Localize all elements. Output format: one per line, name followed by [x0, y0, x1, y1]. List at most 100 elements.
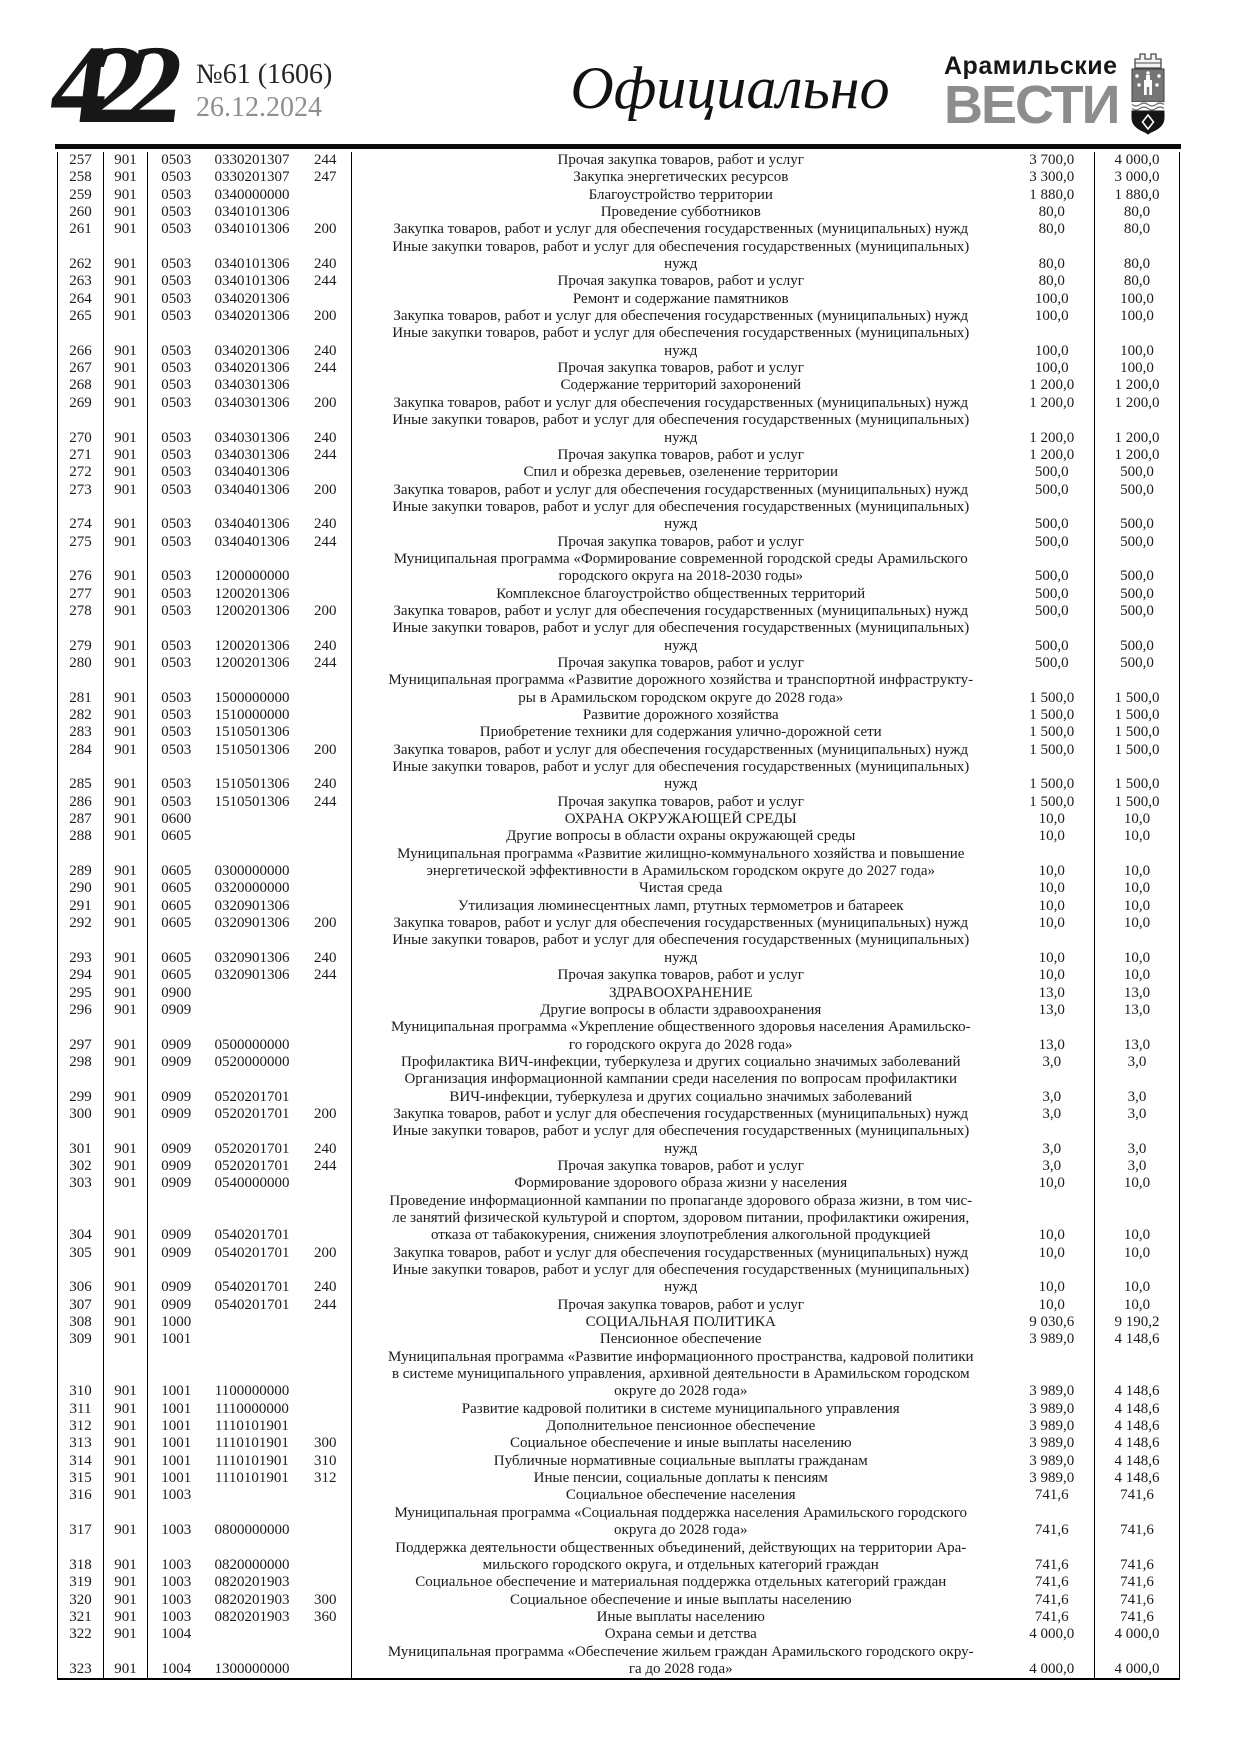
cell-expense-type: [299, 897, 352, 916]
cell-name: Пенсионное обеспечение: [599, 1331, 762, 1348]
cell-line-number: 299: [57, 1071, 104, 1106]
cell-expense-type: [299, 1400, 352, 1419]
table-row: 320 901 1003 0820201903 300 Социальное обеспе…: [57, 1591, 1180, 1609]
cell-target-article: 0540000000: [214, 1175, 290, 1192]
cell-amount-1: 1 880,0: [1009, 186, 1095, 205]
cell-name: Прочая закупка товаров, работ и услуг: [557, 152, 804, 168]
cell-grbs-code: 901: [103, 967, 148, 985]
cell-amount-1: 9 030,6: [1009, 1314, 1095, 1332]
cell-amount-2: 3,0: [1094, 1071, 1180, 1106]
cell-section-code: 1003: [161, 1574, 192, 1591]
cell-name: Муниципальная программа «Социальная подд…: [394, 1504, 968, 1539]
cell-amount-2: 10,0: [1094, 897, 1180, 916]
cell-expense-type: [299, 290, 352, 309]
cell-section-code: 1004: [161, 1660, 192, 1677]
cell-expense-type: [299, 377, 352, 395]
header-divider-rule: [55, 144, 1181, 149]
cell-amount-1: 1 200,0: [1009, 377, 1095, 395]
table-row: 315 901 1001 1110101901 312 Иные пенсии, соци…: [57, 1470, 1180, 1488]
cell-line-number: 259: [57, 186, 104, 205]
cell-expense-type: 200: [299, 481, 352, 499]
cell-amount-1: 500,0: [1009, 620, 1095, 655]
cell-expense-type: [299, 1071, 352, 1106]
cell-amount-1: 10,0: [1009, 1262, 1095, 1297]
cell-line-number: 291: [57, 897, 104, 916]
cell-name: Содержание территорий захоронений: [560, 377, 802, 394]
cell-expense-type: [299, 464, 352, 482]
cell-grbs-code: 901: [103, 1244, 148, 1262]
cell-amount-1: 1 500,0: [1009, 707, 1095, 725]
cell-line-number: 311: [57, 1400, 104, 1419]
cell-line-number: 271: [57, 446, 104, 465]
cell-expense-type: 240: [299, 759, 352, 794]
cell-amount-1: 100,0: [1009, 308, 1095, 326]
table-row: 267 901 0503 0340201306 244 Прочая закупка то…: [57, 360, 1180, 378]
cell-expense-type: [299, 1331, 352, 1349]
cell-amount-2: 500,0: [1094, 585, 1180, 603]
table-row: 268 901 0503 0340301306 Содержание территори…: [57, 377, 1180, 395]
cell-name: ЗДРАВООХРАНЕНИЕ: [609, 984, 753, 1001]
table-row: 271 901 0503 0340301306 244 Прочая закупка то…: [57, 446, 1180, 465]
cell-target-article: 0340401306: [214, 516, 290, 533]
cell-amount-1: 13,0: [1009, 1019, 1095, 1054]
cell-grbs-code: 901: [103, 984, 148, 1002]
cell-section-code: 0605: [161, 828, 192, 845]
cell-name: Прочая закупка товаров, работ и услуг: [557, 967, 804, 984]
cell-line-number: 294: [57, 967, 104, 985]
cell-line-number: 276: [57, 550, 104, 586]
cell-target-article: 0520201701: [214, 1157, 290, 1174]
cell-amount-2: 10,0: [1094, 1244, 1180, 1262]
cell-target-article: 0340301306: [214, 377, 290, 394]
cell-line-number: 296: [57, 1001, 104, 1020]
cell-grbs-code: 901: [103, 1539, 148, 1575]
cell-target-article: 1100000000: [214, 1383, 290, 1400]
cell-grbs-code: 901: [103, 620, 148, 655]
cell-line-number: 273: [57, 481, 104, 499]
cell-name: Прочая закупка товаров, работ и услуг: [557, 360, 804, 377]
cell-target-article: 0540201701: [214, 1279, 290, 1296]
cell-amount-2: 3,0: [1094, 1157, 1180, 1176]
cell-amount-2: 10,0: [1094, 1192, 1180, 1245]
table-row: 262 901 0503 0340101306 240 Иные закупки това…: [57, 238, 1180, 274]
cell-grbs-code: 901: [103, 915, 148, 933]
table-row: 278 901 0503 1200201306 200 Закупка товаров, …: [57, 602, 1180, 621]
cell-expense-type: 247: [299, 169, 352, 187]
table-row: 296 901 0909 Другие вопросы в области здрав…: [57, 1001, 1180, 1020]
table-row: 313 901 1001 1110101901 300 Социальное обеспе…: [57, 1435, 1180, 1453]
cell-target-article: 0340201306: [214, 308, 290, 325]
cell-name: Другие вопросы в области охраны окружающ…: [506, 828, 856, 845]
section-title: Официально: [570, 55, 890, 121]
cell-expense-type: 244: [299, 1157, 352, 1176]
cell-amount-2: 3,0: [1094, 1105, 1180, 1124]
cell-section-code: 0503: [161, 446, 192, 463]
cell-expense-type: 200: [299, 602, 352, 621]
cell-section-code: 0503: [161, 585, 192, 602]
cell-amount-1: 741,6: [1009, 1591, 1095, 1609]
cell-grbs-code: 901: [103, 186, 148, 205]
table-row: 287 901 0600 ОХРАНА ОКРУЖАЮЩЕЙ СРЕДЫ 10,0 10,…: [57, 811, 1180, 829]
cell-grbs-code: 901: [103, 238, 148, 274]
cell-expense-type: [299, 550, 352, 586]
cell-section-code: 1001: [161, 1452, 192, 1469]
cell-line-number: 275: [57, 533, 104, 551]
cell-expense-type: 244: [299, 446, 352, 465]
cell-amount-2: 4 148,6: [1094, 1331, 1180, 1349]
table-row: 303 901 0909 0540000000 Формирование здорово…: [57, 1175, 1180, 1193]
cell-section-code: 0909: [161, 1053, 192, 1070]
cell-section-code: 0503: [161, 602, 192, 619]
cell-section-code: 0605: [161, 949, 192, 966]
table-row: 322 901 1004 Охрана семьи и детства 4 000,0 4…: [57, 1626, 1180, 1644]
cell-section-code: 0503: [161, 776, 192, 793]
cell-line-number: 316: [57, 1487, 104, 1505]
cell-amount-2: 1 200,0: [1094, 377, 1180, 395]
cell-expense-type: 240: [299, 412, 352, 447]
cell-line-number: 266: [57, 325, 104, 361]
cell-name: Дополнительное пенсионное обеспечение: [546, 1418, 816, 1435]
cell-grbs-code: 901: [103, 932, 148, 968]
cell-name: Формирование здорового образа жизни у на…: [514, 1175, 848, 1192]
cell-target-article: 0340401306: [214, 481, 290, 498]
cell-section-code: 0503: [161, 689, 192, 706]
cell-name: Развитие кадровой политики в системе мун…: [461, 1400, 900, 1417]
cell-section-code: 0909: [161, 1001, 192, 1018]
cell-expense-type: 200: [299, 1244, 352, 1262]
